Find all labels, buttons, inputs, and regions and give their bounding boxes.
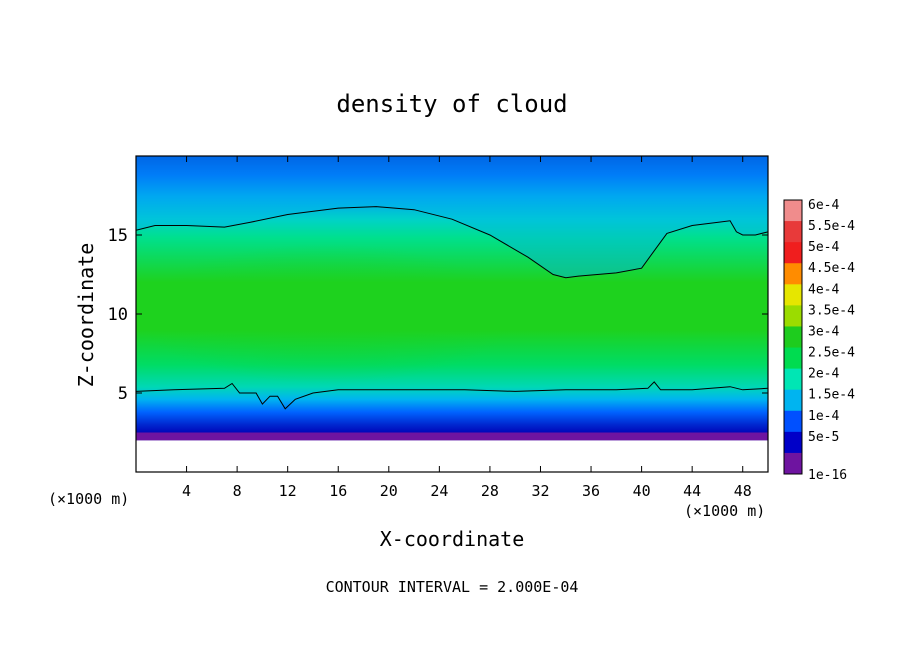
upper-dry-band (136, 156, 768, 278)
x-tick-label: 44 (683, 482, 701, 500)
y-tick-label: 15 (108, 226, 128, 246)
x-tick-label: 24 (430, 482, 448, 500)
colorbar-label: 1e-16 (808, 468, 847, 483)
colorbar-label: 5e-5 (808, 430, 839, 445)
colorbar-label: 1.5e-4 (808, 388, 855, 403)
x-unit-left: (×1000 m) (48, 490, 129, 508)
colorbar-swatch (784, 284, 802, 306)
colorbar-label: 4.5e-4 (808, 261, 855, 276)
x-axis-ticks: 4 8 12 16 20 24 28 32 36 40 44 48 (182, 156, 752, 500)
colorbar-label: 1e-4 (808, 409, 839, 424)
x-tick-label: 12 (279, 482, 297, 500)
colorbar-label: 2.5e-4 (808, 346, 855, 361)
x-tick-label: 32 (531, 482, 549, 500)
x-axis-label: X-coordinate (380, 527, 525, 551)
x-tick-label: 8 (233, 482, 242, 500)
colorbar-label: 6e-4 (808, 198, 839, 213)
colorbar-swatch (784, 326, 802, 349)
y-axis-label: Z-coordinate (74, 243, 98, 388)
colorbar-swatch (784, 200, 802, 222)
colorbar-swatch (784, 452, 802, 475)
colorbar-swatch (784, 221, 802, 243)
y-tick-label: 5 (118, 384, 128, 404)
chart-title: density of cloud (336, 90, 567, 118)
colorbar-swatch (784, 347, 802, 370)
x-tick-label: 16 (329, 482, 347, 500)
colorbar-swatch (784, 242, 802, 264)
colorbar-swatch (784, 263, 802, 285)
colorbar-swatch (784, 368, 802, 391)
contour-line-upper (136, 206, 768, 279)
colorbar: 6e-4 5.5e-4 5e-4 4.5e-4 4e-4 3.5e-4 3e-4 2.5e-4… (783, 198, 855, 483)
colorbar-frame (783, 199, 803, 475)
no-data-region (136, 440, 768, 472)
colorbar-label: 3.5e-4 (808, 303, 855, 318)
colorbar-label: 2e-4 (808, 367, 839, 382)
colorbar-label: 5.5e-4 (808, 219, 855, 234)
x-tick-label: 4 (182, 482, 191, 500)
cloud-base-band (136, 432, 768, 441)
y-axis-ticks: 5 10 15 (108, 226, 768, 404)
contour-line-lower (136, 381, 768, 410)
y-tick-label: 10 (108, 305, 128, 325)
upper-trough (470, 156, 661, 285)
x-tick-label: 20 (380, 482, 398, 500)
colorbar-label: 3e-4 (808, 324, 839, 339)
colorbar-swatch (784, 431, 802, 454)
colorbar-swatch (784, 410, 802, 433)
x-tick-label: 36 (582, 482, 600, 500)
plot-area (136, 156, 768, 472)
x-unit-right: (×1000 m) (684, 502, 765, 520)
x-tick-label: 28 (481, 482, 499, 500)
mid-level-core (136, 244, 516, 384)
x-tick-label: 48 (734, 482, 752, 500)
colorbar-swatch (784, 389, 802, 412)
x-tick-label: 40 (633, 482, 651, 500)
colorbar-swatch (784, 305, 802, 327)
colorbar-label: 5e-4 (808, 240, 839, 255)
colorbar-label: 4e-4 (808, 282, 839, 297)
contour-interval-note: CONTOUR INTERVAL = 2.000E-04 (326, 578, 579, 596)
